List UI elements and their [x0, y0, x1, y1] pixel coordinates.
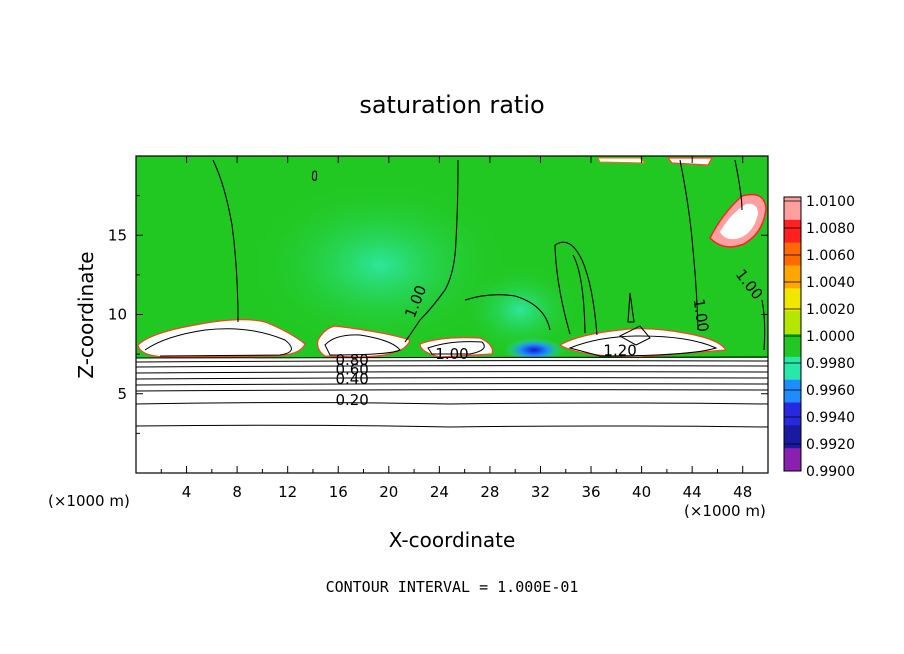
cloud-contour-3	[427, 341, 485, 355]
moist-region-cyan	[250, 180, 510, 350]
contour-small-loop	[311, 170, 318, 181]
cloud-contour-5	[618, 325, 651, 346]
colorbar-label: 1.0080	[806, 221, 855, 237]
x-tick-label: 36	[581, 483, 600, 501]
x-axis-label: X-coordinate	[389, 528, 516, 552]
colorbar-swatch	[784, 402, 801, 426]
y-axis-label: Z-coordinate	[74, 251, 98, 378]
cloud-band-1	[137, 319, 306, 358]
top-cloud-2	[666, 157, 714, 166]
x-tick-label: 8	[232, 483, 242, 501]
contour-1-00-f	[572, 254, 586, 334]
contour-label: 0.20	[335, 391, 368, 409]
colorbar-label: 1.0060	[806, 248, 855, 264]
colorbar-swatch	[784, 311, 801, 335]
contour-label: 1.00	[435, 345, 468, 363]
contour-tip-loop	[627, 292, 635, 323]
contour-1-00-h	[734, 159, 743, 211]
y-tick-label: 10	[108, 306, 127, 324]
colorbar: 1.0100 1.0080 1.0060 1.0040 1.0020 1.0000 0.99…	[783, 194, 855, 480]
colorbar-swatch	[784, 448, 801, 472]
cloud-bands	[137, 319, 728, 358]
colorbar-label: 1.0040	[806, 275, 855, 291]
moist-region-blue	[504, 338, 564, 362]
x-tick-label: 4	[182, 483, 192, 501]
colorbar-label: 1.0020	[806, 302, 855, 318]
contour-label: 1.00	[690, 298, 712, 334]
colorbar-swatch	[784, 379, 801, 403]
x-tick-label: 20	[379, 483, 398, 501]
contour-1-00-d	[554, 241, 598, 336]
cloud-contour-4	[568, 335, 718, 357]
x-tick-label: 28	[480, 483, 499, 501]
contour-h-8	[136, 402, 768, 405]
contour-1-00-e	[554, 244, 571, 335]
colorbar-swatch	[784, 197, 801, 221]
contour-label: 1.20	[603, 342, 636, 360]
colorbar-label: 0.9920	[806, 437, 855, 453]
y-axis: 5 10 15	[108, 195, 768, 434]
x-tick-label: 32	[531, 483, 550, 501]
colorbar-swatch	[784, 219, 801, 244]
cloud-band-3	[419, 337, 494, 358]
colorbar-label: 0.9940	[806, 410, 855, 426]
colorbar-swatch	[784, 265, 801, 289]
cloud-band-4	[558, 328, 728, 358]
contour-1-00-a	[212, 159, 239, 323]
moist-region-cyan-2	[460, 265, 580, 355]
cloud-contour-2	[324, 334, 401, 356]
y-tick-label: 5	[117, 385, 127, 403]
colorbar-label: 0.9900	[806, 464, 855, 480]
contour-h-1	[136, 356, 768, 359]
contour-label: 0.80	[335, 351, 368, 369]
y-tick-label: 15	[108, 226, 127, 244]
x-tick-label: 24	[430, 483, 449, 501]
contour-label: 0.60	[335, 361, 368, 379]
contour-h-4	[136, 371, 768, 374]
contour-label: 0.40	[335, 370, 368, 388]
x-axis-unit: (×1000 m)	[48, 492, 130, 510]
x-tick-label: 48	[733, 483, 752, 501]
cloud-contours	[144, 325, 718, 357]
x-tick-label: 16	[329, 483, 348, 501]
y-axis-unit: (×1000 m)	[684, 502, 766, 520]
x-tick-label: 40	[632, 483, 651, 501]
cloud-band-2	[317, 325, 411, 358]
contour-h-5	[136, 377, 768, 380]
contour-h-7	[136, 389, 768, 392]
colorbar-swatch	[784, 356, 801, 381]
colorbar-label: 1.0000	[806, 329, 855, 345]
contour-1-00-c	[464, 294, 551, 331]
contour-h-6	[136, 383, 768, 386]
colorbar-swatch	[784, 242, 801, 266]
top-cloud	[597, 157, 647, 164]
contour-h-9	[136, 424, 768, 428]
contour-1-00-g	[679, 159, 699, 331]
contour-lines-upper	[212, 159, 766, 351]
colorbar-label: 0.9960	[806, 383, 855, 399]
x-tick-label: 12	[278, 483, 297, 501]
upper-cloud	[597, 157, 767, 248]
colorbar-label: 0.9980	[806, 356, 855, 372]
colorbar-swatch	[784, 425, 801, 449]
colorbar-swatch	[784, 288, 801, 312]
upper-cloud-core	[720, 203, 758, 240]
saturation-field: 1.00 1.001.001.00 1.200.800.600.400.20	[136, 156, 768, 473]
cloud-contour-1	[144, 328, 292, 357]
contour-h-2	[136, 360, 768, 363]
contour-1-00-i	[761, 299, 766, 351]
lower-region	[136, 358, 768, 473]
chart-title: saturation ratio	[359, 91, 544, 119]
contour-h-3	[136, 365, 768, 368]
contour-lines-lower	[136, 356, 768, 428]
contour-1-00-b	[404, 159, 459, 343]
colorbar-label: 1.0100	[806, 194, 855, 210]
x-tick-label: 44	[683, 483, 702, 501]
x-axis: 4 8 12 16 20 24 28 32 36 40 44 48	[160, 156, 752, 501]
contour-interval-note: CONTOUR INTERVAL = 1.000E-01	[326, 578, 579, 596]
colorbar-swatch	[784, 334, 801, 358]
